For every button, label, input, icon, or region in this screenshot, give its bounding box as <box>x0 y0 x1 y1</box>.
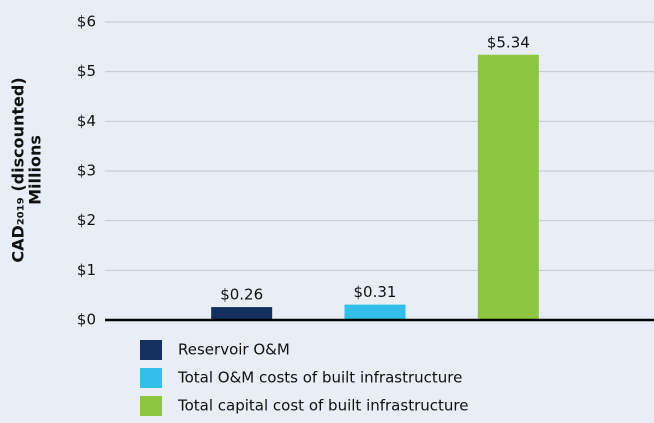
y-tick-label: $6 <box>77 13 96 31</box>
bar <box>344 304 406 320</box>
y-axis-label-line: Millions <box>26 135 45 205</box>
y-axis-label-line: CAD₂₀₁₉ (discounted) <box>9 77 28 262</box>
bar <box>211 307 273 320</box>
y-tick-label: $1 <box>77 261 96 279</box>
legend-swatch <box>140 396 162 416</box>
value-label: $0.31 <box>354 283 397 301</box>
legend-label: Total capital cost of built infrastructu… <box>177 397 468 415</box>
legend-label: Total O&M costs of built infrastructure <box>177 369 462 387</box>
legend-swatch <box>140 340 162 360</box>
value-label: $5.34 <box>487 33 530 51</box>
y-tick-label: $2 <box>77 211 96 229</box>
y-tick-label: $0 <box>77 311 96 329</box>
legend-label: Reservoir O&M <box>178 341 290 359</box>
legend-swatch <box>140 368 162 388</box>
y-tick-label: $3 <box>77 162 96 180</box>
y-tick-label: $4 <box>77 112 96 130</box>
bar <box>477 54 539 320</box>
y-tick-label: $5 <box>77 62 96 80</box>
value-label: $0.26 <box>220 286 263 304</box>
y-axis-label: CAD₂₀₁₉ (discounted) Millions <box>9 77 45 262</box>
